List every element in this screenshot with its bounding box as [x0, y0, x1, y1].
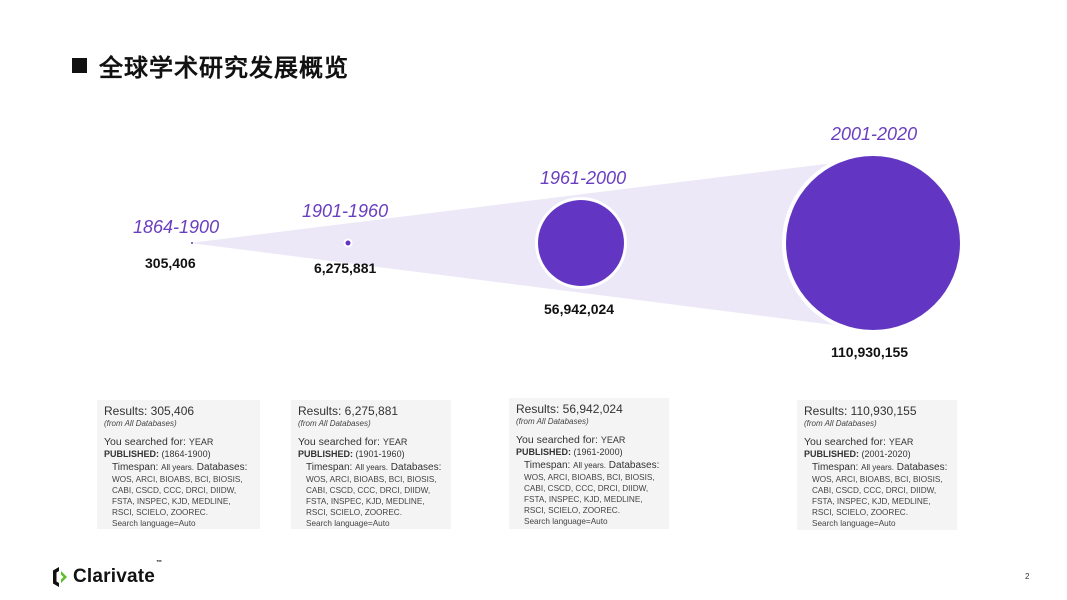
period-label-2: 1901-1960 — [302, 201, 389, 221]
circle-1961-2000 — [538, 200, 624, 286]
results-count: Results: 56,942,024 — [516, 402, 623, 416]
published-value: (1864-1900) — [161, 449, 211, 459]
published-value: (1961-2000) — [573, 447, 623, 457]
searched-for: You searched for: YEAR — [298, 436, 444, 448]
searched-field: YEAR — [382, 437, 408, 447]
results-count: Results: 6,275,881 — [298, 404, 399, 418]
databases-list: WOS, ARCI, BIOABS, BCI, BIOSIS, CABI, CS… — [812, 475, 943, 517]
timespan-value: All years. — [861, 463, 895, 472]
results-source: (from All Databases) — [804, 419, 877, 428]
timespan-label: Timespan: — [812, 462, 859, 473]
results-source: (from All Databases) — [104, 419, 177, 428]
published-label: PUBLISHED: — [804, 449, 860, 459]
published-range: PUBLISHED: (1961-2000) — [516, 447, 662, 457]
slide-title: 全球学术研究发展概览 — [99, 55, 349, 82]
timespan-label: Timespan: — [524, 460, 571, 471]
results-card-3: Results: 56,942,024 (from All Databases)… — [509, 398, 669, 529]
databases-label: Databases: — [608, 460, 660, 471]
slide-title-block: 全球学术研究发展概览 — [72, 48, 349, 83]
timespan-label: Timespan: — [306, 462, 353, 473]
circle-1901-1960-fill — [345, 240, 351, 246]
search-language: Search language=Auto — [306, 519, 390, 528]
title-bullet-square-icon — [72, 58, 87, 73]
timespan-value: All years. — [573, 461, 607, 470]
period-count-4: 110,930,155 — [831, 344, 909, 360]
searched-prefix: You searched for: — [516, 434, 601, 446]
results-count: Results: 110,930,155 — [804, 404, 917, 418]
published-range: PUBLISHED: (1901-1960) — [298, 449, 444, 459]
search-language: Search language=Auto — [112, 519, 196, 528]
results-count: Results: 305,406 — [104, 404, 195, 418]
databases-label: Databases: — [390, 462, 442, 473]
timespan-line: Timespan: All years. Databases: — [804, 462, 950, 473]
published-label: PUBLISHED: — [516, 447, 572, 457]
period-label-3: 1961-2000 — [540, 168, 627, 188]
searched-field: YEAR — [188, 437, 214, 447]
clarivate-logo: Clarivate™ — [50, 560, 162, 588]
results-source: (from All Databases) — [516, 417, 589, 426]
timespan-value: All years. — [355, 463, 389, 472]
published-value: (1901-1960) — [355, 449, 405, 459]
databases-label: Databases: — [896, 462, 948, 473]
searched-for: You searched for: YEAR — [104, 436, 253, 448]
published-range: PUBLISHED: (2001-2020) — [804, 449, 950, 459]
searched-for: You searched for: YEAR — [516, 434, 662, 446]
period-label-4: 2001-2020 — [831, 124, 918, 144]
logo-wordmark: Clarivate™ — [73, 560, 162, 588]
databases-list: WOS, ARCI, BIOABS, BCI, BIOSIS, CABI, CS… — [112, 475, 243, 517]
databases-list: WOS, ARCI, BIOABS, BCI, BIOSIS, CABI, CS… — [524, 473, 655, 515]
circle-2001-2020 — [786, 156, 960, 330]
growth-cone — [190, 158, 873, 330]
results-source: (from All Databases) — [298, 419, 371, 428]
results-card-1: Results: 305,406 (from All Databases) Yo… — [97, 400, 260, 529]
searched-field: YEAR — [888, 437, 914, 447]
circle-1864-1900 — [191, 242, 193, 244]
published-label: PUBLISHED: — [298, 449, 354, 459]
searched-field: YEAR — [600, 435, 626, 445]
databases-list: WOS, ARCI, BIOABS, BCI, BIOSIS, CABI, CS… — [306, 475, 437, 517]
timespan-line: Timespan: All years. Databases: — [516, 460, 662, 471]
logo-trademark: ™ — [156, 560, 163, 566]
period-count-2: 6,275,881 — [314, 260, 377, 276]
timespan-value: All years. — [161, 463, 195, 472]
databases-label: Databases: — [196, 462, 248, 473]
searched-prefix: You searched for: — [804, 436, 889, 448]
period-label-1: 1864-1900 — [133, 217, 220, 237]
timespan-label: Timespan: — [112, 462, 159, 473]
search-language: Search language=Auto — [812, 519, 896, 528]
page-number: 2 — [1025, 572, 1030, 581]
searched-for: You searched for: YEAR — [804, 436, 950, 448]
logo-text: Clarivate — [73, 566, 156, 587]
results-card-2: Results: 6,275,881 (from All Databases) … — [291, 400, 451, 529]
published-value: (2001-2020) — [861, 449, 911, 459]
timespan-line: Timespan: All years. Databases: — [298, 462, 444, 473]
searched-prefix: You searched for: — [104, 436, 189, 448]
period-count-3: 56,942,024 — [544, 301, 615, 317]
period-count-1: 305,406 — [145, 255, 196, 271]
results-card-4: Results: 110,930,155 (from All Databases… — [797, 400, 957, 530]
clarivate-mark-icon — [53, 567, 67, 587]
timespan-line: Timespan: All years. Databases: — [104, 462, 253, 473]
searched-prefix: You searched for: — [298, 436, 383, 448]
published-label: PUBLISHED: — [104, 449, 160, 459]
published-range: PUBLISHED: (1864-1900) — [104, 449, 253, 459]
search-language: Search language=Auto — [524, 517, 608, 526]
